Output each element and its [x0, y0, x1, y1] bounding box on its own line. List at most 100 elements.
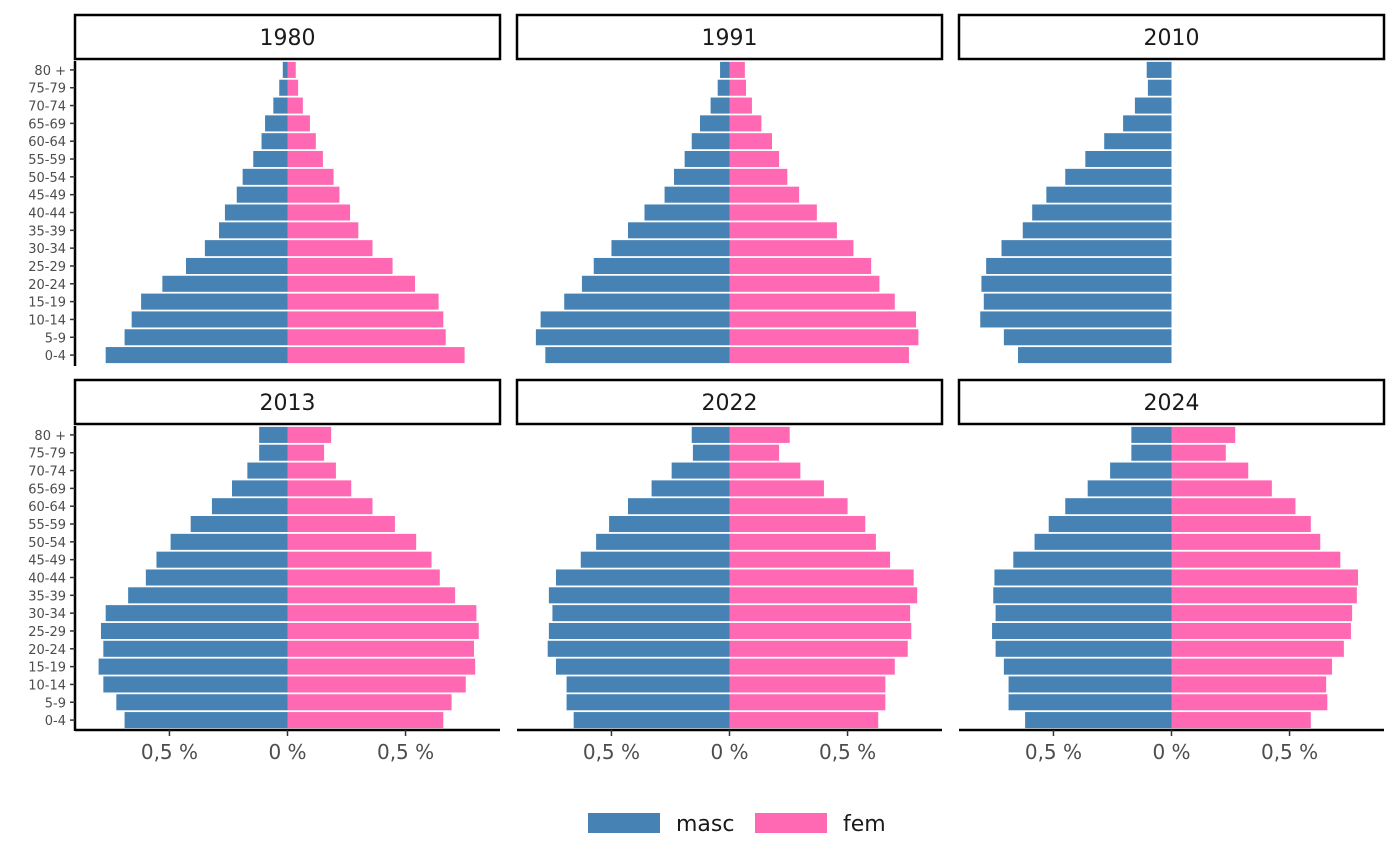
bar-masc-1980-15-19: [141, 293, 288, 310]
legend-label-masc: masc: [676, 812, 734, 837]
bar-masc-1980-60-64: [261, 133, 288, 150]
bar-fem-2013-65-69: [287, 480, 352, 497]
bar-fem-2024-5-9: [1171, 694, 1328, 711]
bar-fem-1991-75-79: [729, 79, 747, 96]
bar-masc-2010-40-44: [1032, 204, 1172, 221]
bar-fem-2022-30-34: [729, 605, 911, 622]
y-tick-label: 55-59: [28, 153, 66, 168]
bar-masc-1991-70-74: [710, 97, 730, 114]
bar-masc-1980-50-54: [242, 168, 288, 185]
bar-fem-1991-45-49: [729, 186, 800, 203]
bar-masc-2010-50-54: [1065, 168, 1172, 185]
bar-masc-2022-0-4: [573, 712, 730, 729]
y-tick-label: 5-9: [45, 331, 66, 346]
bar-masc-1980-0-4: [105, 347, 288, 364]
bar-masc-2013-80 +: [259, 426, 288, 443]
y-tick-label: 15-19: [28, 296, 66, 311]
bar-masc-2022-20-24: [547, 640, 730, 657]
bar-masc-2024-35-39: [993, 587, 1172, 604]
facet-strip: [515, 13, 944, 61]
bar-fem-2024-30-34: [1171, 605, 1353, 622]
bar-fem-2024-65-69: [1171, 480, 1272, 497]
facet-title: 2024: [1144, 391, 1200, 416]
bar-fem-2022-80 +: [729, 426, 790, 443]
bar-fem-1991-15-19: [729, 293, 895, 310]
bar-fem-2024-55-59: [1171, 516, 1311, 533]
legend-label-fem: fem: [843, 812, 886, 837]
bar-masc-1980-55-59: [253, 151, 288, 168]
bar-masc-1991-80 +: [720, 61, 730, 78]
bar-masc-2010-0-4: [1018, 347, 1172, 364]
bar-masc-1980-35-39: [219, 222, 288, 239]
bar-masc-1991-45-49: [664, 186, 730, 203]
bar-masc-2010-70-74: [1134, 97, 1172, 114]
bar-masc-2022-55-59: [609, 516, 730, 533]
bar-masc-1980-65-69: [265, 115, 288, 132]
bar-fem-2013-25-29: [287, 622, 479, 639]
bar-fem-1980-20-24: [287, 275, 415, 292]
bar-masc-2024-5-9: [1008, 694, 1172, 711]
bar-masc-2022-70-74: [671, 462, 730, 479]
y-tick-label: 20-24: [28, 278, 66, 293]
bar-masc-2022-75-79: [692, 444, 730, 461]
bar-masc-2013-25-29: [100, 622, 288, 639]
bar-fem-1991-25-29: [729, 257, 872, 274]
y-tick-label: 35-39: [28, 224, 66, 239]
y-tick-label: 65-69: [28, 117, 66, 132]
y-tick-label: 10-14: [28, 313, 66, 328]
legend-swatch-fem: [755, 813, 827, 833]
x-tick-label: 0,5 %: [1261, 740, 1318, 764]
bar-masc-2022-50-54: [596, 533, 730, 550]
bar-masc-1980-80 +: [282, 61, 288, 78]
bar-masc-2010-25-29: [986, 257, 1172, 274]
bar-fem-2024-35-39: [1171, 587, 1357, 604]
bar-masc-2010-75-79: [1147, 79, 1172, 96]
bar-masc-2024-40-44: [994, 569, 1172, 586]
bar-fem-2013-75-79: [287, 444, 325, 461]
x-tick-label: 0 %: [268, 740, 306, 764]
facet-strip: [73, 13, 502, 61]
bar-masc-2024-30-34: [995, 605, 1172, 622]
x-tick-label: 0 %: [1152, 740, 1190, 764]
bar-fem-1980-60-64: [287, 133, 316, 150]
bar-fem-1991-30-34: [729, 240, 854, 257]
y-tick-label: 60-64: [28, 135, 66, 150]
bar-masc-2024-10-14: [1008, 676, 1172, 693]
bar-masc-1980-75-79: [279, 79, 288, 96]
bar-masc-2024-25-29: [992, 622, 1172, 639]
bar-masc-1991-10-14: [540, 311, 730, 328]
bar-masc-1991-30-34: [611, 240, 730, 257]
bar-fem-1991-80 +: [729, 61, 745, 78]
bar-fem-2024-25-29: [1171, 622, 1351, 639]
bar-masc-2022-35-39: [548, 587, 730, 604]
y-tick-label: 40-44: [28, 207, 66, 222]
bar-fem-2013-0-4: [287, 712, 444, 729]
bar-masc-1980-45-49: [236, 186, 288, 203]
bar-masc-2024-80 +: [1131, 426, 1172, 443]
bar-masc-2022-25-29: [548, 622, 730, 639]
bar-masc-2022-60-64: [627, 498, 730, 515]
bar-masc-1991-0-4: [545, 347, 730, 364]
bar-masc-2010-20-24: [981, 275, 1172, 292]
x-tick-label: 0,5 %: [377, 740, 434, 764]
x-tick-label: 0,5 %: [819, 740, 876, 764]
bar-masc-2013-65-69: [232, 480, 288, 497]
bar-masc-2024-55-59: [1048, 516, 1172, 533]
y-tick-label: 10-14: [28, 678, 66, 693]
bar-fem-1991-35-39: [729, 222, 837, 239]
bar-fem-1991-70-74: [729, 97, 752, 114]
bar-masc-1991-5-9: [535, 329, 730, 346]
bar-fem-2022-20-24: [729, 640, 908, 657]
bar-fem-2024-80 +: [1171, 426, 1236, 443]
bar-fem-2022-5-9: [729, 694, 886, 711]
bar-masc-2022-15-19: [555, 658, 730, 675]
y-tick-label: 70-74: [28, 465, 66, 480]
bar-masc-2024-75-79: [1131, 444, 1172, 461]
bar-fem-2022-45-49: [729, 551, 891, 568]
bar-masc-2022-45-49: [580, 551, 730, 568]
bar-masc-1991-20-24: [581, 275, 730, 292]
bar-masc-1980-10-14: [131, 311, 288, 328]
bar-fem-1980-0-4: [287, 347, 465, 364]
facet-title: 2010: [1144, 26, 1200, 51]
